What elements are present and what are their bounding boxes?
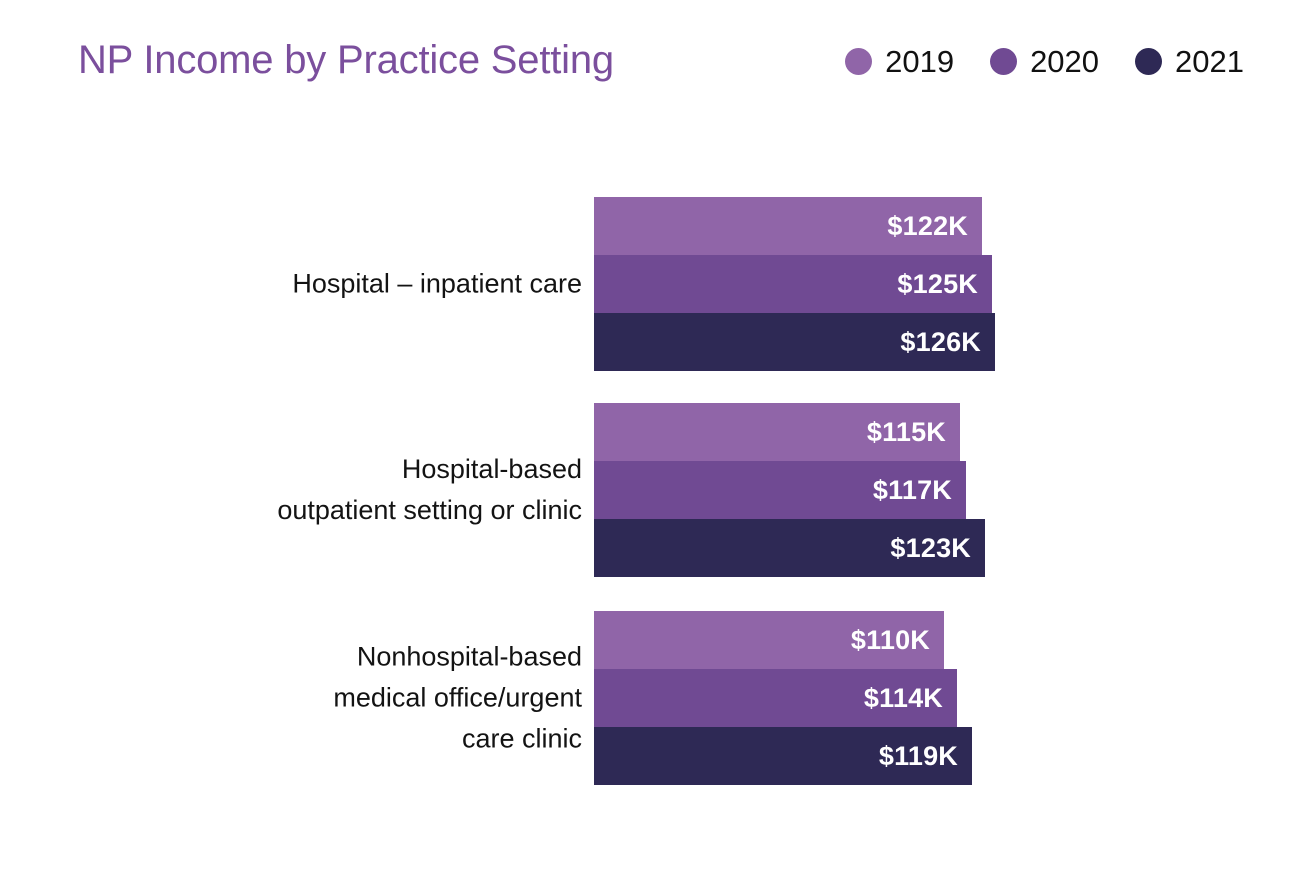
bar-2019[interactable]: $110K xyxy=(594,611,944,669)
bar-value-label: $117K xyxy=(872,474,952,505)
legend-item-2019[interactable]: 2019 xyxy=(845,46,954,77)
bar-2019[interactable]: $122K xyxy=(594,197,982,255)
category-label: Hospital-based outpatient setting or cli… xyxy=(277,454,582,525)
bar-2021[interactable]: $119K xyxy=(594,727,972,785)
bar-2020[interactable]: $117K xyxy=(594,461,966,519)
bar-2020[interactable]: $125K xyxy=(594,255,992,313)
legend-item-2021[interactable]: 2021 xyxy=(1135,46,1244,77)
bar-group: Hospital-based outpatient setting or cli… xyxy=(0,403,1290,577)
chart-plot-area: Hospital – inpatient care $122K $125K $126K… xyxy=(0,112,1290,878)
bar-value-label: $126K xyxy=(900,326,981,357)
bar-stack: $110K $114K $119K xyxy=(594,611,972,785)
chart-legend: 2019 2020 2021 xyxy=(845,46,1244,77)
bar-group: Hospital – inpatient care $122K $125K $126K xyxy=(0,197,1290,371)
bar-2021[interactable]: $126K xyxy=(594,313,995,371)
bar-2020[interactable]: $114K xyxy=(594,669,957,727)
legend-dot-icon-2021 xyxy=(1135,48,1163,75)
bar-value-label: $119K xyxy=(878,740,958,771)
legend-label-2019: 2019 xyxy=(885,44,955,79)
bar-value-label: $123K xyxy=(890,532,971,563)
category-label: Hospital – inpatient care xyxy=(292,268,582,299)
bar-2019[interactable]: $115K xyxy=(594,403,960,461)
bar-value-label: $122K xyxy=(887,210,968,241)
legend-label-2020: 2020 xyxy=(1030,44,1100,79)
bar-2021[interactable]: $123K xyxy=(594,519,985,577)
legend-item-2020[interactable]: 2020 xyxy=(990,46,1099,77)
bar-stack: $115K $117K $123K xyxy=(594,403,985,577)
page-title: NP Income by Practice Setting xyxy=(78,38,614,82)
legend-dot-icon-2020 xyxy=(990,48,1018,75)
bar-value-label: $115K xyxy=(866,416,946,447)
chart-header: NP Income by Practice Setting 2019 2020 … xyxy=(0,0,1290,112)
legend-label-2021: 2021 xyxy=(1175,44,1244,79)
bar-stack: $122K $125K $126K xyxy=(594,197,995,371)
bar-value-label: $110K xyxy=(850,624,930,655)
bar-value-label: $114K xyxy=(863,682,943,713)
legend-dot-icon-2019 xyxy=(845,48,873,75)
bar-group: Nonhospital-based medical office/urgent … xyxy=(0,611,1290,785)
category-label: Nonhospital-based medical office/urgent … xyxy=(333,641,582,754)
bar-value-label: $125K xyxy=(897,268,978,299)
